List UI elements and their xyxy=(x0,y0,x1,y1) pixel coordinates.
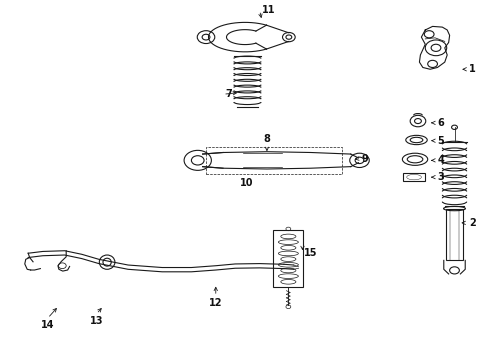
Bar xyxy=(403,173,425,181)
Text: 3: 3 xyxy=(438,172,444,182)
Text: 12: 12 xyxy=(209,298,222,308)
Text: 15: 15 xyxy=(303,248,317,258)
Text: 2: 2 xyxy=(469,218,476,228)
Text: 9: 9 xyxy=(362,154,368,163)
Text: 7: 7 xyxy=(225,89,232,99)
Text: 13: 13 xyxy=(90,316,103,326)
Bar xyxy=(273,230,303,287)
Text: 1: 1 xyxy=(469,64,476,74)
Text: 11: 11 xyxy=(262,5,275,15)
Bar xyxy=(206,147,343,174)
Text: 14: 14 xyxy=(41,320,54,330)
Text: 4: 4 xyxy=(438,156,444,165)
Bar xyxy=(446,208,463,260)
Text: 10: 10 xyxy=(240,178,254,188)
Text: 6: 6 xyxy=(438,118,444,128)
Text: 5: 5 xyxy=(438,136,444,146)
Text: 8: 8 xyxy=(264,134,270,144)
